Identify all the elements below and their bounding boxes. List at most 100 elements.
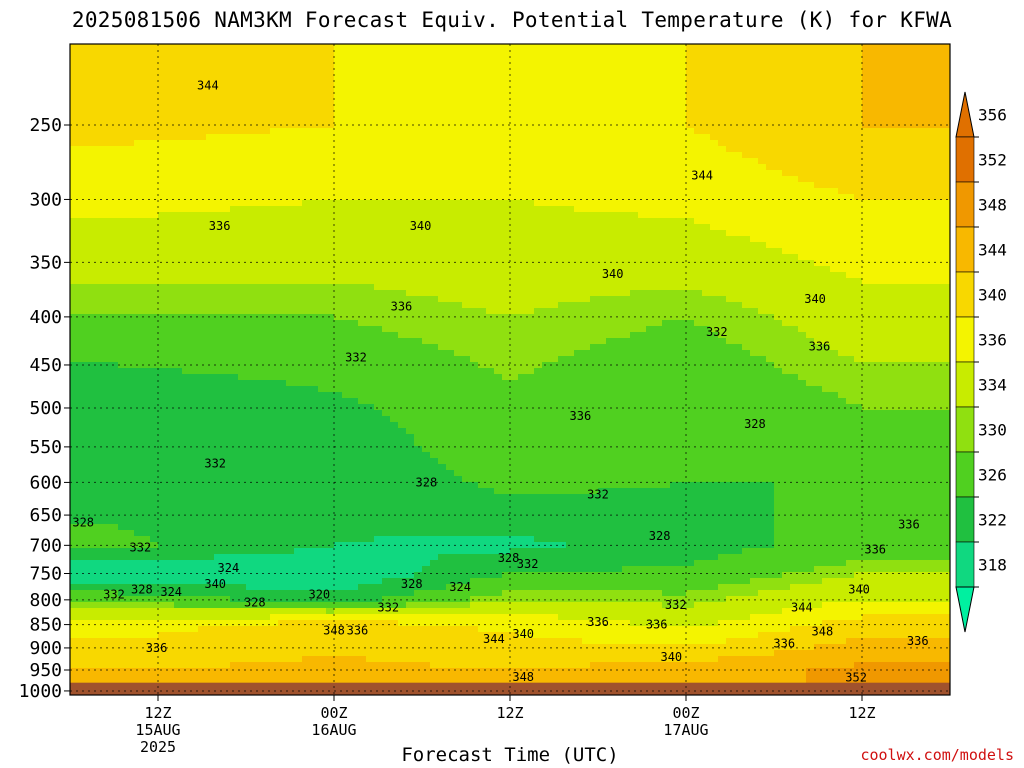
heatmap-cell xyxy=(102,440,111,447)
heatmap-cell xyxy=(414,230,423,237)
heatmap-cell xyxy=(270,614,279,621)
heatmap-cell xyxy=(230,530,239,537)
heatmap-cell xyxy=(278,302,287,309)
heatmap-cell xyxy=(166,296,175,303)
heatmap-cell xyxy=(374,224,383,231)
heatmap-cell xyxy=(70,554,79,561)
heatmap-cell xyxy=(350,176,359,183)
heatmap-cell xyxy=(422,410,431,417)
heatmap-cell xyxy=(78,284,87,291)
heatmap-cell xyxy=(206,494,215,501)
heatmap-cell xyxy=(406,176,415,183)
heatmap-cell xyxy=(358,194,367,201)
heatmap-cell xyxy=(374,182,383,189)
heatmap-cell xyxy=(214,98,223,105)
heatmap-cell xyxy=(86,602,95,609)
heatmap-cell xyxy=(326,668,335,675)
heatmap-cell xyxy=(310,152,319,159)
heatmap-cell xyxy=(70,224,79,231)
heatmap-cell xyxy=(198,260,207,267)
heatmap-cell xyxy=(142,518,151,525)
heatmap-cell xyxy=(118,524,127,531)
heatmap-cell xyxy=(302,608,311,615)
heatmap-cell xyxy=(382,524,391,531)
heatmap-cell xyxy=(78,338,87,345)
heatmap-cell xyxy=(334,254,343,261)
heatmap-cell xyxy=(246,332,255,339)
heatmap-cell xyxy=(270,548,279,555)
heatmap-cell xyxy=(222,584,231,591)
heatmap-cell xyxy=(230,302,239,309)
heatmap-cell xyxy=(342,224,351,231)
heatmap-cell xyxy=(342,104,351,111)
heatmap-cell xyxy=(286,290,295,297)
heatmap-cell xyxy=(358,608,367,615)
heatmap-cell xyxy=(326,266,335,273)
heatmap-cell xyxy=(190,398,199,405)
heatmap-cell xyxy=(310,662,319,669)
heatmap-cell xyxy=(214,542,223,549)
heatmap-cell xyxy=(246,86,255,93)
heatmap-cell xyxy=(342,590,351,597)
heatmap-cell xyxy=(118,200,127,207)
heatmap-cell xyxy=(102,206,111,213)
heatmap-cell xyxy=(142,146,151,153)
heatmap-cell xyxy=(206,302,215,309)
heatmap-cell xyxy=(206,650,215,657)
heatmap-cell xyxy=(158,362,167,369)
heatmap-cell xyxy=(406,170,415,177)
heatmap-cell xyxy=(166,398,175,405)
heatmap-cell xyxy=(86,368,95,375)
heatmap-cell xyxy=(414,554,423,561)
heatmap-cell xyxy=(158,194,167,201)
heatmap-cell xyxy=(86,614,95,621)
heatmap-cell xyxy=(142,506,151,513)
heatmap-cell xyxy=(270,662,279,669)
heatmap-cell xyxy=(158,404,167,411)
heatmap-cell xyxy=(422,122,431,129)
heatmap-cell xyxy=(134,404,143,411)
heatmap-cell xyxy=(270,674,279,681)
heatmap-cell xyxy=(126,650,135,657)
heatmap-cell xyxy=(350,194,359,201)
heatmap-cell xyxy=(294,404,303,411)
heatmap-cell xyxy=(262,626,271,633)
heatmap-cell xyxy=(198,194,207,201)
heatmap-cell xyxy=(158,104,167,111)
heatmap-cell xyxy=(126,266,135,273)
heatmap-cell xyxy=(358,236,367,243)
heatmap-cell xyxy=(350,410,359,417)
heatmap-cell xyxy=(110,266,119,273)
heatmap-cell xyxy=(142,272,151,279)
heatmap-cell xyxy=(422,146,431,153)
heatmap-cell xyxy=(366,188,375,195)
heatmap-cell xyxy=(222,296,231,303)
heatmap-cell xyxy=(270,236,279,243)
heatmap-cell xyxy=(334,608,343,615)
heatmap-cell xyxy=(134,626,143,633)
heatmap-cell xyxy=(294,626,303,633)
heatmap-cell xyxy=(238,362,247,369)
heatmap-cell xyxy=(70,332,79,339)
heatmap-cell xyxy=(366,164,375,171)
heatmap-cell xyxy=(174,254,183,261)
heatmap-cell xyxy=(70,602,79,609)
heatmap-cell xyxy=(230,392,239,399)
heatmap-cell xyxy=(110,524,119,531)
heatmap-cell xyxy=(310,374,319,381)
heatmap-cell xyxy=(238,386,247,393)
heatmap-cell xyxy=(358,200,367,207)
heatmap-cell xyxy=(190,224,199,231)
heatmap-cell xyxy=(310,494,319,501)
heatmap-cell xyxy=(326,128,335,135)
heatmap-cell xyxy=(414,182,423,189)
heatmap-cell xyxy=(334,374,343,381)
heatmap-cell xyxy=(342,134,351,141)
heatmap-cell xyxy=(118,290,127,297)
heatmap-cell xyxy=(70,86,79,93)
heatmap-cell xyxy=(70,350,79,357)
heatmap-cell xyxy=(182,566,191,573)
heatmap-cell xyxy=(342,212,351,219)
heatmap-cell xyxy=(398,530,407,537)
heatmap-cell xyxy=(142,608,151,615)
